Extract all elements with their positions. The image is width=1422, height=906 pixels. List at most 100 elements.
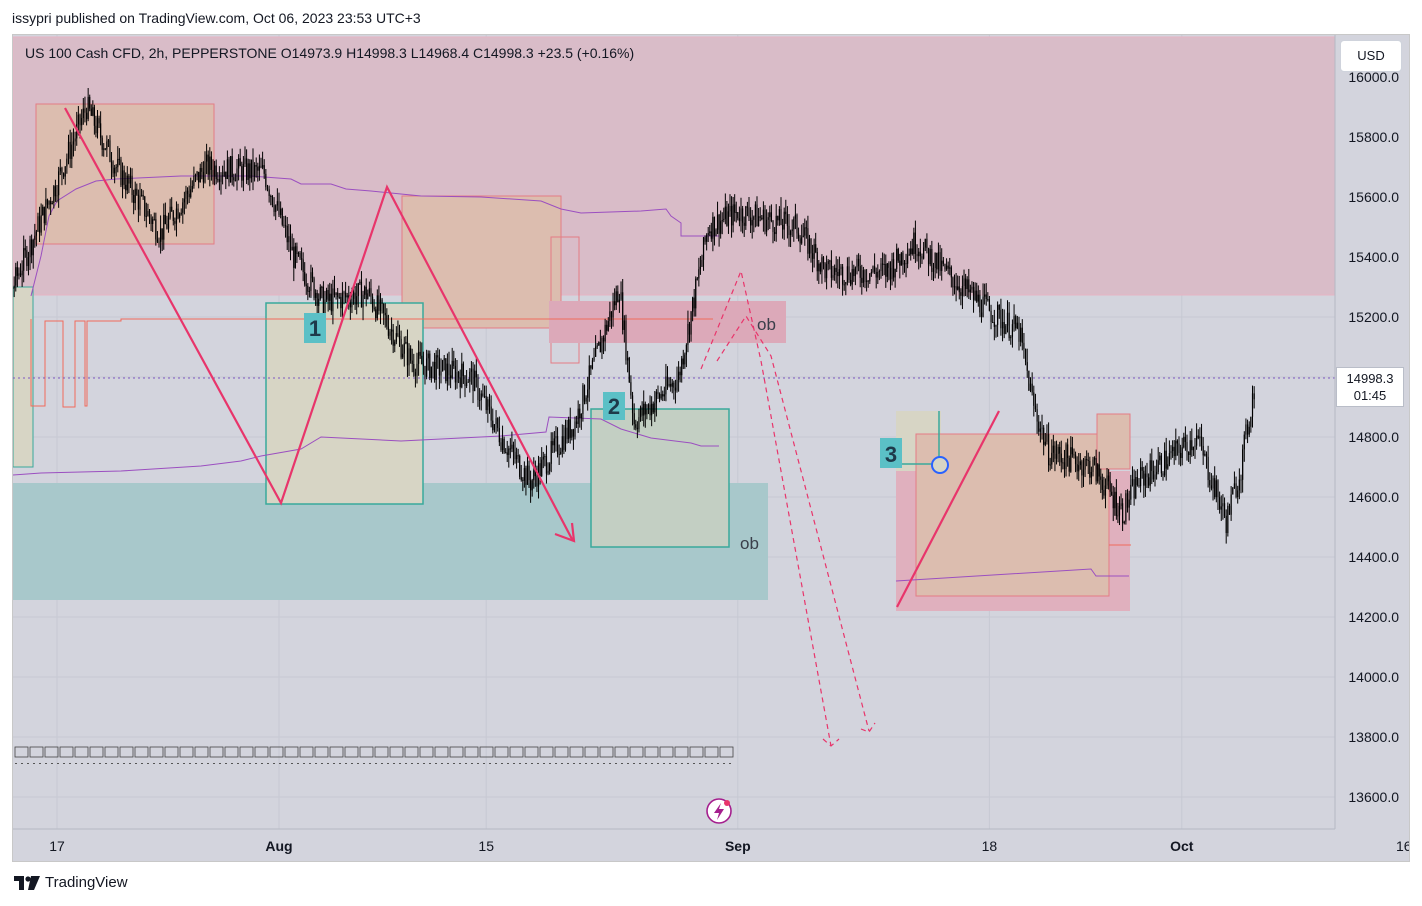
- session-dot: [243, 763, 245, 764]
- candle: [1049, 457, 1051, 471]
- session-label-glyph: [659, 746, 674, 758]
- candle: [359, 279, 361, 285]
- candle-body: [972, 286, 975, 300]
- candle-body: [1156, 471, 1158, 475]
- candle: [338, 292, 340, 300]
- candle-body: [835, 267, 837, 272]
- candle-body: [239, 158, 241, 167]
- candle-body: [72, 141, 75, 145]
- candle: [304, 262, 306, 287]
- candle: [367, 289, 369, 300]
- session-dot: [81, 763, 83, 764]
- candle: [941, 248, 943, 281]
- candle-body: [911, 248, 913, 254]
- currency-button[interactable]: USD: [1340, 40, 1402, 72]
- session-label-glyph: [449, 746, 464, 758]
- candle-body: [121, 170, 124, 186]
- candle-body: [899, 260, 901, 266]
- candle: [31, 234, 33, 264]
- candle-body: [602, 337, 605, 342]
- candle-body: [462, 363, 464, 376]
- session-label-glyph: [359, 746, 374, 758]
- session-dot: [495, 763, 497, 764]
- candle: [1111, 483, 1113, 496]
- candle: [373, 299, 375, 312]
- candle-body: [575, 421, 578, 425]
- candle: [593, 347, 595, 362]
- candle: [432, 361, 434, 379]
- candle-body: [1118, 505, 1121, 516]
- candle-body: [816, 252, 818, 272]
- candle-body: [886, 263, 888, 277]
- candle: [607, 317, 609, 332]
- candle-body: [684, 354, 686, 365]
- chart-pane[interactable]: 1 2 3 ob ob 16000.0 15800.0 15600.0 15400.0…: [12, 34, 1410, 862]
- candle: [654, 391, 656, 422]
- candle: [147, 203, 149, 217]
- session-label-glyph: [614, 746, 629, 758]
- session-dot: [387, 763, 389, 764]
- candle-body: [894, 268, 896, 278]
- session-label-glyph: [479, 746, 494, 758]
- candle-body: [782, 224, 784, 230]
- candle: [1038, 415, 1040, 436]
- candle-body: [59, 167, 61, 172]
- candle: [144, 195, 146, 222]
- candle-body: [542, 456, 544, 460]
- candle-body: [729, 205, 731, 212]
- candle-body: [1194, 445, 1196, 447]
- session-dot: [117, 763, 119, 764]
- candle-body: [858, 258, 860, 267]
- candle-body: [118, 158, 120, 160]
- candle: [819, 262, 821, 275]
- session-dot: [237, 763, 239, 764]
- candle-body: [1123, 521, 1125, 524]
- candle-body: [403, 343, 405, 354]
- last-price-value: 14998.3: [1346, 371, 1394, 386]
- candle: [679, 366, 681, 383]
- range-box-sep-high: [401, 195, 562, 329]
- candle-body: [678, 371, 680, 380]
- candle-body: [443, 358, 445, 361]
- session-label-glyph: [674, 746, 689, 758]
- candle-body: [523, 468, 525, 481]
- tradingview-footer[interactable]: TradingView: [14, 874, 128, 891]
- candle: [194, 173, 197, 183]
- candle: [730, 196, 733, 238]
- candle-body: [625, 320, 627, 361]
- candle-body: [1015, 316, 1017, 329]
- candle: [239, 148, 241, 167]
- candle-body: [1063, 462, 1066, 470]
- session-dot: [333, 763, 335, 764]
- candle: [869, 273, 871, 284]
- candle-body: [579, 408, 581, 419]
- candle-body: [610, 311, 613, 318]
- candle: [1090, 466, 1093, 485]
- candle: [720, 210, 722, 239]
- candle-body: [335, 292, 337, 295]
- selection-handle-circle[interactable]: [931, 456, 949, 474]
- candle: [740, 197, 742, 232]
- candle-body: [921, 256, 923, 259]
- candle-body: [1084, 459, 1086, 470]
- candle: [519, 454, 521, 480]
- candle-body: [202, 171, 205, 183]
- candle-body: [545, 456, 548, 474]
- candle-body: [1029, 383, 1032, 391]
- candle: [158, 237, 160, 248]
- candle: [21, 260, 23, 287]
- candle: [244, 146, 246, 168]
- candle: [1207, 445, 1209, 488]
- candle-body: [110, 161, 113, 168]
- candle: [487, 396, 489, 423]
- lightning-bolt-glyph: [714, 803, 724, 820]
- candle: [1081, 459, 1083, 488]
- session-dot: [63, 763, 65, 764]
- candle-body: [293, 246, 295, 268]
- session-dot: [87, 763, 89, 764]
- candle-body: [854, 267, 856, 277]
- candle: [27, 251, 30, 276]
- price-chart-canvas[interactable]: 1 2 3 ob ob 16000.015800.015600.015400.0…: [13, 35, 1410, 862]
- candle-body: [1217, 480, 1219, 498]
- candle: [483, 385, 486, 399]
